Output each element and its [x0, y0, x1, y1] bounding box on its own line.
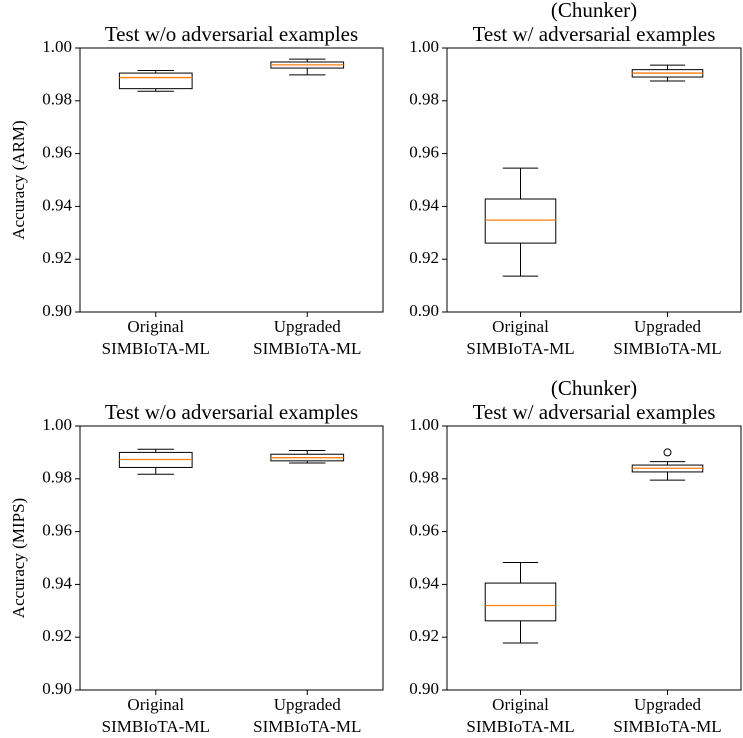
y-tick-label: 0.96 [409, 143, 439, 162]
y-tick-label: 1.00 [409, 415, 439, 434]
y-tick-label: 0.90 [42, 679, 72, 698]
x-tick-label: Upgraded [274, 317, 342, 336]
y-tick-label: 0.98 [42, 90, 72, 109]
y-tick-label: 0.92 [409, 248, 439, 267]
y-tick-label: 0.90 [409, 301, 439, 320]
box [484, 582, 557, 622]
x-tick-label: Original [127, 317, 184, 336]
x-tick-label: SIMBIoTA-ML [253, 339, 361, 358]
y-tick-label: 1.00 [42, 415, 72, 434]
suptitle: (Chunker) [551, 0, 637, 22]
x-tick-label: Original [492, 317, 549, 336]
x-tick-label: SIMBIoTA-ML [253, 717, 361, 736]
y-tick-label: 0.96 [42, 143, 72, 162]
x-tick-label: SIMBIoTA-ML [466, 339, 574, 358]
y-tick-label: 0.94 [42, 195, 72, 214]
y-tick-label: 0.92 [42, 626, 72, 645]
subplot-title: Test w/o adversarial examples [105, 400, 358, 424]
y-tick-label: 0.94 [42, 573, 72, 592]
y-tick-label: 0.96 [409, 521, 439, 540]
y-tick-label: 1.00 [409, 37, 439, 56]
y-tick-label: 0.90 [409, 679, 439, 698]
y-tick-label: 0.92 [409, 626, 439, 645]
y-tick-label: 0.92 [42, 248, 72, 267]
x-tick-label: SIMBIoTA-ML [102, 717, 210, 736]
x-tick-label: Upgraded [274, 695, 342, 714]
x-tick-label: Original [492, 695, 549, 714]
box [118, 72, 193, 90]
suptitle: (Chunker) [551, 376, 637, 400]
y-tick-label: 0.90 [42, 301, 72, 320]
y-axis-label: Accuracy (MIPS) [9, 498, 28, 618]
x-tick-label: Upgraded [634, 695, 702, 714]
x-tick-label: SIMBIoTA-ML [466, 717, 574, 736]
y-tick-label: 1.00 [42, 37, 72, 56]
plot-frame [446, 47, 742, 313]
x-tick-label: SIMBIoTA-ML [613, 339, 721, 358]
plot-frame [446, 425, 742, 691]
y-tick-label: 0.98 [42, 468, 72, 487]
box [484, 198, 557, 244]
subplot-title: Test w/o adversarial examples [105, 22, 358, 46]
x-tick-label: Original [127, 695, 184, 714]
y-tick-label: 0.96 [42, 521, 72, 540]
x-tick-label: SIMBIoTA-ML [613, 717, 721, 736]
plot-frame [79, 47, 384, 313]
y-tick-label: 0.94 [409, 195, 439, 214]
y-tick-label: 0.94 [409, 573, 439, 592]
plot-frame [79, 425, 384, 691]
x-tick-label: Upgraded [634, 317, 702, 336]
subplot-title: Test w/ adversarial examples [473, 400, 716, 424]
flier [663, 448, 672, 457]
y-axis-label: Accuracy (ARM) [9, 120, 28, 239]
y-tick-label: 0.98 [409, 90, 439, 109]
y-tick-label: 0.98 [409, 468, 439, 487]
subplot-title: Test w/ adversarial examples [473, 22, 716, 46]
x-tick-label: SIMBIoTA-ML [102, 339, 210, 358]
